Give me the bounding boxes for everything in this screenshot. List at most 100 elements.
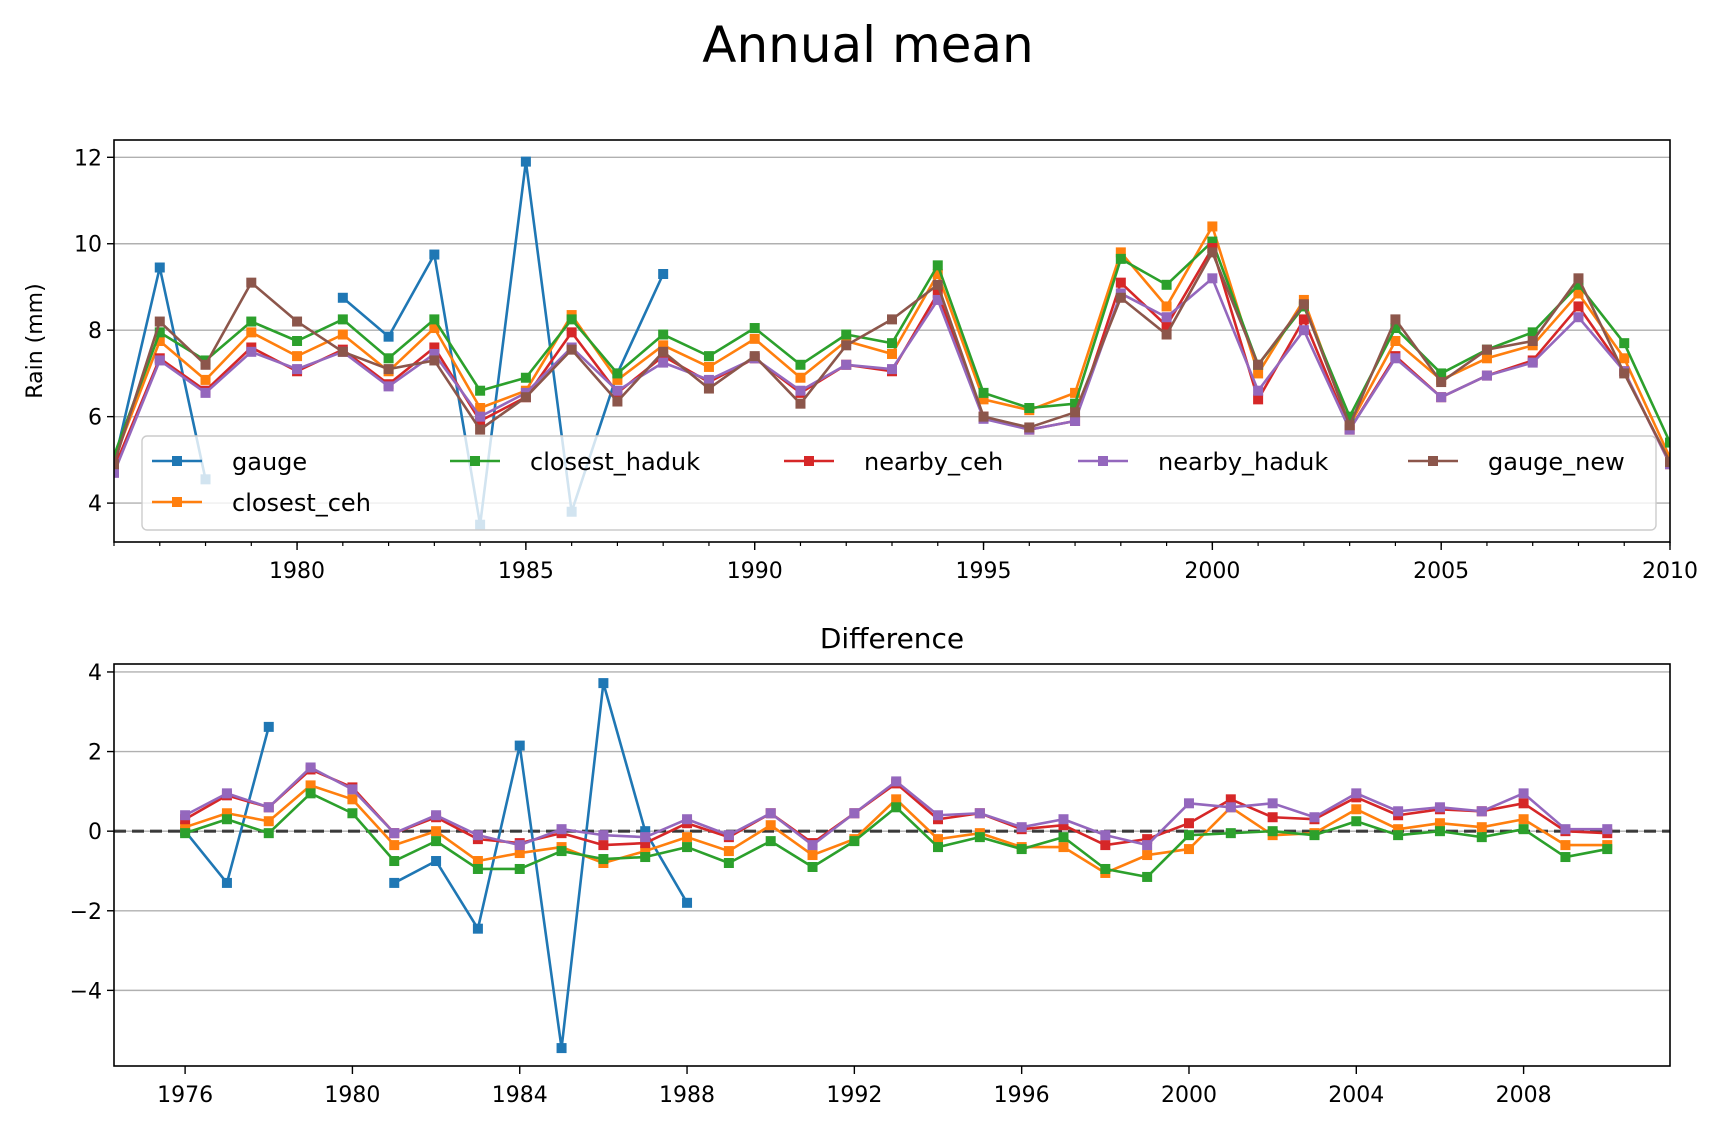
point-closest_ceh — [1115, 247, 1126, 258]
point-closest_ceh — [472, 856, 483, 867]
point-nearby_haduk — [292, 364, 303, 375]
point-closest_haduk — [1100, 863, 1111, 874]
point-closest_ceh — [1351, 804, 1362, 815]
point-gauge — [263, 721, 274, 732]
point-gauge_new — [658, 346, 669, 357]
point-closest_haduk — [1560, 852, 1571, 863]
series-line-gauge — [393, 681, 689, 1050]
point-closest_haduk — [1016, 844, 1027, 855]
top-ticks: 4 6 8 10 12 1980 1985 1990 1995 2000 2005 2010 — [74, 146, 1698, 584]
point-closest_haduk — [292, 336, 303, 346]
point-closest_haduk — [263, 828, 274, 839]
point-closest_haduk — [180, 828, 191, 839]
point-gauge — [514, 740, 525, 751]
point-gauge — [389, 877, 400, 888]
point-closest_haduk — [475, 385, 486, 396]
top-y-axis-label: Rain (mm) — [23, 283, 48, 398]
point-closest_haduk — [1602, 844, 1613, 855]
point-closest_haduk — [1351, 816, 1362, 827]
point-gauge_new — [749, 351, 760, 362]
point-closest_ceh — [765, 820, 776, 831]
point-gauge — [556, 1043, 567, 1054]
point-nearby_ceh — [1100, 840, 1111, 851]
point-closest_haduk — [612, 368, 623, 379]
point-closest_haduk — [556, 846, 567, 857]
point-closest_haduk — [1434, 826, 1445, 837]
point-nearby_haduk — [658, 357, 669, 368]
legend-label-closest_ceh: closest_ceh — [232, 489, 371, 517]
point-nearby_haduk — [849, 808, 860, 819]
point-closest_haduk — [1267, 826, 1278, 837]
point-closest_ceh — [891, 794, 902, 805]
point-closest_haduk — [337, 314, 348, 325]
difference-axes: Difference −4 −2 0 2 4 1976 1980 1984 1988 1992 19… — [70, 622, 1671, 1108]
point-closest_haduk — [1161, 279, 1172, 290]
point-closest_ceh — [305, 780, 316, 791]
point-gauge — [472, 923, 483, 934]
point-closest_haduk — [1024, 403, 1035, 413]
point-gauge_new — [795, 398, 806, 409]
point-nearby_haduk — [1298, 325, 1309, 336]
point-closest_haduk — [305, 788, 316, 799]
y-tick-label: −2 — [70, 900, 102, 925]
point-closest_ceh — [612, 374, 623, 385]
point-nearby_haduk — [1225, 802, 1236, 813]
point-nearby_ceh — [1183, 818, 1194, 829]
point-nearby_haduk — [1309, 812, 1320, 823]
point-closest_haduk — [1573, 279, 1584, 290]
point-closest_ceh — [180, 822, 191, 833]
point-gauge_new — [475, 424, 486, 435]
point-closest_ceh — [1207, 221, 1218, 232]
x-tick-label: 2008 — [1496, 1083, 1552, 1108]
point-nearby_haduk — [200, 387, 211, 398]
point-closest_haduk — [429, 314, 440, 325]
legend-marker-nearby_ceh — [804, 456, 814, 466]
x-tick-label: 2000 — [1161, 1083, 1217, 1108]
x-tick-label: 1995 — [956, 559, 1012, 584]
point-gauge_new — [932, 279, 943, 290]
legend-label-gauge: gauge — [232, 448, 307, 476]
point-gauge — [221, 877, 232, 888]
point-closest_ceh — [347, 794, 358, 805]
point-closest_haduk — [974, 832, 985, 843]
point-nearby_haduk — [1070, 415, 1081, 426]
point-gauge_new — [1253, 359, 1264, 370]
legend-item-gauge_new: gauge_new — [1408, 448, 1625, 476]
legend-marker-gauge_new — [1428, 456, 1438, 466]
x-tick-label: 1980 — [324, 1083, 380, 1108]
legend: gauge closest_ceh closest_haduk nearby_ceh n… — [141, 435, 1657, 531]
point-closest_ceh — [154, 336, 165, 346]
legend-item-nearby_haduk: nearby_haduk — [1078, 448, 1328, 476]
point-nearby_haduk — [1481, 370, 1492, 381]
point-nearby_ceh — [1225, 794, 1236, 805]
legend-item-nearby_ceh: nearby_ceh — [784, 448, 1003, 476]
point-gauge_new — [520, 392, 531, 403]
legend-item-closest_ceh: closest_ceh — [152, 489, 371, 517]
legend-label-gauge_new: gauge_new — [1488, 448, 1625, 476]
legend-marker-closest_haduk — [470, 456, 480, 466]
x-tick-label: 1996 — [994, 1083, 1050, 1108]
point-gauge_new — [1481, 344, 1492, 355]
point-nearby_haduk — [841, 359, 852, 370]
point-nearby_haduk — [1527, 357, 1538, 368]
point-nearby_haduk — [1573, 312, 1584, 323]
point-closest_ceh — [292, 351, 303, 362]
top-series-lines — [114, 156, 1670, 530]
point-closest_haduk — [703, 351, 714, 362]
point-gauge_new — [337, 346, 348, 357]
point-closest_haduk — [723, 858, 734, 869]
point-nearby_haduk — [933, 810, 944, 821]
legend-label-closest_haduk: closest_haduk — [530, 448, 700, 476]
x-tick-label: 2004 — [1328, 1083, 1384, 1108]
point-closest_haduk — [154, 327, 165, 338]
point-gauge_new — [1298, 299, 1309, 310]
point-closest_haduk — [431, 836, 442, 847]
point-closest_ceh — [1393, 824, 1404, 835]
y-tick-label: 4 — [88, 661, 102, 686]
point-nearby_haduk — [347, 784, 358, 795]
point-closest_haduk — [1183, 830, 1194, 841]
y-tick-label: 0 — [88, 820, 102, 845]
point-closest_haduk — [383, 353, 394, 364]
